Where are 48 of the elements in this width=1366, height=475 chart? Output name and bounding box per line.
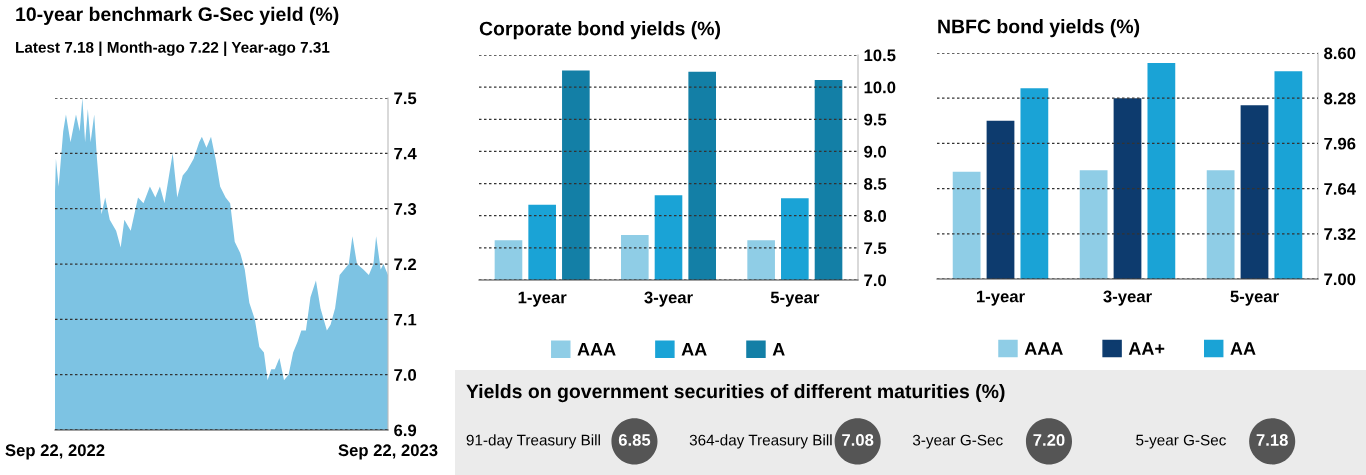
data-label: 7.18 (1256, 434, 1288, 446)
category-label: 91-day Treasury Bill (466, 434, 600, 449)
chart-title: Corporate bond yields (%) (479, 21, 721, 40)
x-tick-label: 3-year (644, 291, 693, 307)
legend-label: AA (1230, 342, 1256, 355)
y-tick-label: 7.5 (394, 92, 417, 105)
legend-label: A (772, 343, 785, 356)
x-tick-label: Sep 22, 2022 (5, 444, 105, 460)
y-tick-label: 8.60 (1324, 47, 1356, 60)
y-tick-label: 9.5 (864, 113, 887, 126)
y-tick-label: 7.3 (394, 203, 417, 215)
chart-title: NBFC bond yields (%) (938, 19, 1140, 38)
y-tick-label: 8.28 (1324, 92, 1356, 105)
x-tick-label: 1-year (518, 291, 567, 307)
y-tick-label: 8.0 (864, 210, 887, 222)
y-tick-label: 7.96 (1324, 137, 1356, 150)
y-tick-label: 7.32 (1324, 228, 1356, 241)
y-tick-label: 10.0 (864, 81, 896, 94)
y-tick-label: 7.1 (394, 313, 417, 326)
y-tick-label: 7.2 (394, 258, 417, 271)
x-tick-label: 5-year (1230, 290, 1279, 306)
y-tick-label: 6.9 (394, 424, 417, 437)
legend-label: AAA (1024, 342, 1063, 355)
y-tick-label: 7.5 (864, 242, 887, 255)
x-tick-label: 1-year (976, 290, 1025, 306)
x-tick-label: 5-year (770, 291, 820, 307)
y-tick-label: 7.4 (394, 147, 417, 160)
category-label: 5-year G-Sec (1136, 434, 1226, 449)
chart-title: 10-year benchmark G-Sec yield (%) (16, 6, 339, 25)
data-label: 7.08 (842, 434, 874, 446)
y-tick-label: 7.0 (394, 369, 417, 381)
y-tick-label: 10.5 (864, 49, 896, 62)
category-label: 3-year G-Sec (912, 434, 1003, 449)
legend-label: AAA (577, 343, 616, 356)
y-tick-label: 9.0 (864, 145, 887, 158)
data-label: 7.20 (1033, 434, 1065, 446)
y-tick-label: 7.0 (864, 274, 887, 287)
data-label: 6.85 (618, 434, 651, 446)
legend-label: AA+ (1128, 342, 1165, 355)
text: Yields on government securities of different maturities (%) (466, 383, 1005, 403)
y-tick-label: 8.5 (864, 177, 887, 190)
x-tick-label: 3-year (1103, 290, 1152, 306)
category-label: 364-day Treasury Bill (689, 434, 832, 449)
legend-label: AA (681, 343, 707, 356)
x-tick-label: Sep 22, 2023 (338, 444, 438, 460)
y-tick-label: 7.00 (1324, 273, 1356, 286)
y-tick-label: 7.64 (1324, 183, 1356, 195)
chart-subtitle: Latest 7.18 | Month-ago 7.22 | Year-ago 7.31 (16, 41, 330, 57)
